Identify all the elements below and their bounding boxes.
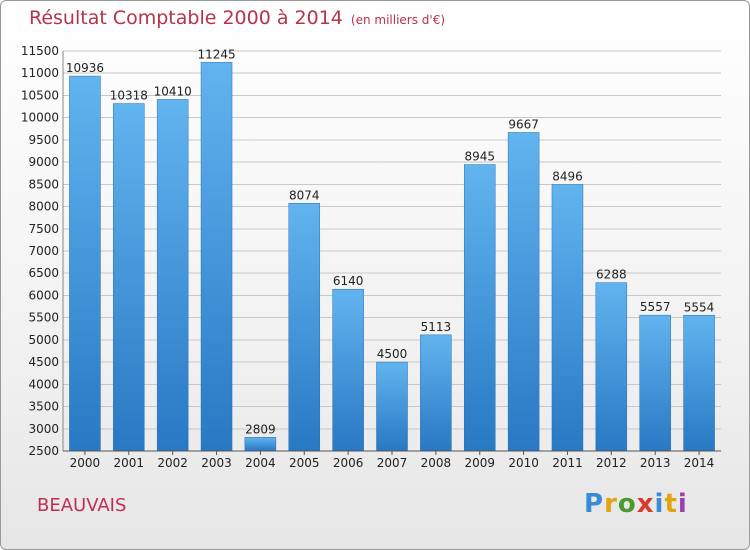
bar-value-label: 8074 (289, 188, 320, 202)
bar (244, 437, 277, 452)
y-tick-label: 2500 (28, 444, 59, 458)
bar (200, 62, 233, 452)
y-tick-label: 5500 (28, 311, 59, 325)
y-tick-label: 3000 (28, 422, 59, 436)
bar (113, 103, 145, 452)
proxiti-logo: Proxiti (584, 489, 688, 519)
x-tick-label: 2005 (289, 456, 320, 470)
bar-value-label: 10318 (110, 89, 148, 103)
x-tick-label: 2011 (552, 456, 583, 470)
bar (683, 315, 715, 452)
bar-value-label: 6140 (333, 274, 364, 288)
bar (595, 282, 628, 452)
y-tick-label: 5000 (28, 333, 59, 347)
bar (463, 164, 496, 452)
x-tick-label: 2000 (70, 456, 101, 470)
bar (376, 361, 408, 452)
y-tick-label: 6000 (28, 288, 59, 302)
x-tick-label: 2001 (114, 456, 145, 470)
bar-value-label: 8496 (552, 170, 583, 184)
x-tick-label: 2010 (508, 456, 539, 470)
logo-letter: x (636, 489, 655, 519)
x-tick-label: 2008 (421, 456, 452, 470)
y-axis: 2500 3000 3500 4000 4500 5000 5500 6000 6500 7000… (21, 44, 64, 458)
bar-value-label: 5554 (684, 300, 715, 314)
bar (69, 75, 101, 452)
bar-value-label: 10410 (154, 84, 192, 98)
logo-letter: r (604, 489, 618, 519)
bar (288, 203, 321, 452)
y-tick-label: 3500 (28, 400, 59, 414)
x-tick-label: 2012 (596, 456, 627, 470)
y-tick-label: 11000 (21, 66, 59, 80)
y-tick-label: 7500 (28, 222, 59, 236)
bar-value-label: 6288 (596, 268, 627, 282)
logo-letter: i (677, 489, 688, 519)
bar (551, 184, 584, 452)
x-tick-label: 2013 (640, 456, 671, 470)
y-tick-label: 9500 (28, 133, 59, 147)
x-tick-label: 2014 (684, 456, 715, 470)
y-tick-label: 8500 (28, 177, 59, 191)
x-tick-label: 2006 (333, 456, 364, 470)
bar-value-label: 2809 (245, 422, 276, 436)
x-tick-label: 2003 (201, 456, 232, 470)
x-tick-label: 2002 (157, 456, 188, 470)
bar-value-label: 8945 (464, 150, 495, 164)
logo-letter: i (654, 489, 665, 519)
bar (156, 99, 189, 452)
y-tick-label: 7000 (28, 244, 59, 258)
bar (639, 314, 671, 452)
logo-letter: P (584, 489, 605, 519)
y-tick-label: 11500 (21, 44, 59, 58)
bar-value-label: 5113 (421, 320, 452, 334)
bar-value-label: 11245 (197, 47, 235, 61)
logo-letter: o (617, 489, 637, 519)
bar (507, 132, 540, 452)
y-tick-label: 10500 (21, 88, 59, 102)
bar (332, 288, 364, 452)
y-tick-label: 4500 (28, 355, 59, 369)
y-tick-label: 9000 (28, 155, 59, 169)
chart-subtitle: (en milliers d'€) (350, 13, 446, 27)
x-tick-label: 2004 (245, 456, 276, 470)
bar-value-label: 10936 (66, 61, 104, 75)
bar-value-label: 4500 (377, 347, 408, 361)
y-tick-label: 8000 (28, 200, 59, 214)
y-tick-label: 10000 (21, 111, 59, 125)
logo-letter: t (664, 489, 678, 519)
title-text: Résultat Comptable 2000 à 2014 (29, 7, 343, 29)
chart-title: Résultat Comptable 2000 à 2014 (en millie… (29, 7, 445, 29)
x-tick-label: 2007 (377, 456, 408, 470)
bar-value-label: 5557 (640, 300, 671, 314)
bars: 10936 10318 10410 11245 2809 8074 6140 4500 5113… (66, 47, 715, 452)
x-tick-label: 2009 (464, 456, 495, 470)
bar (420, 334, 452, 452)
bar-value-label: 9667 (508, 117, 539, 131)
y-tick-label: 6500 (28, 266, 59, 280)
y-tick-label: 4000 (28, 377, 59, 391)
city-name: BEAUVAIS (37, 495, 127, 516)
x-axis: 2000 2001 2002 2003 2004 2005 2006 2007 2008 2009… (63, 450, 721, 470)
